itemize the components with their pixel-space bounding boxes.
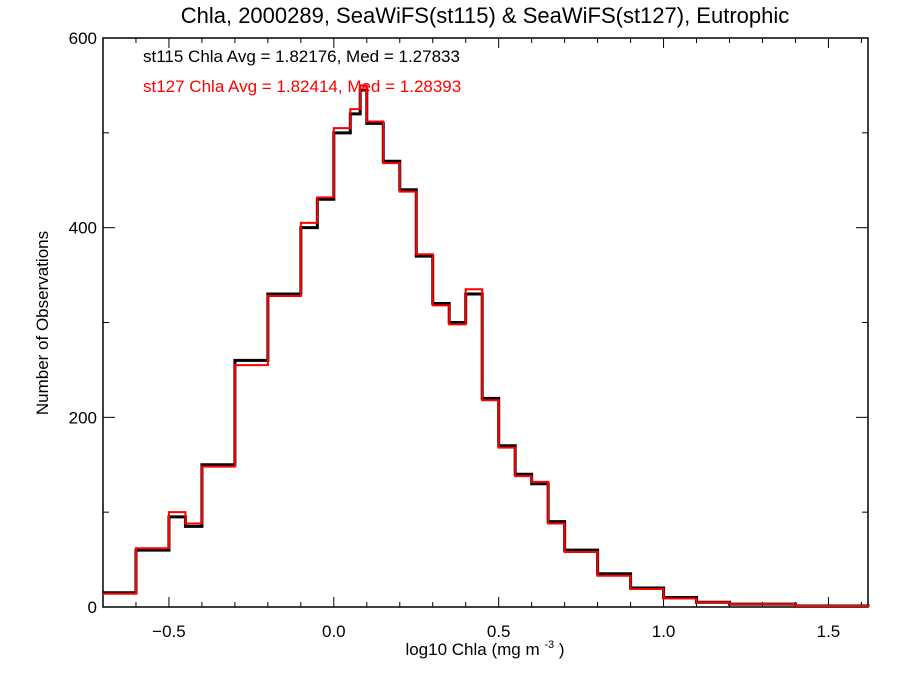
series-st127-step bbox=[103, 84, 869, 608]
chart-title: Chla, 2000289, SeaWiFS(st115) & SeaWiFS(… bbox=[181, 3, 790, 28]
plot-frame bbox=[102, 37, 869, 608]
annotation-st115: st115 Chla Avg = 1.82176, Med = 1.27833 bbox=[143, 47, 460, 66]
y-axis-label: Number of Observations bbox=[33, 231, 52, 415]
x-tick-label: 1.0 bbox=[652, 622, 676, 641]
x-tick-label: 1.5 bbox=[817, 622, 841, 641]
series-layer bbox=[103, 84, 870, 608]
series-st115-step bbox=[103, 88, 870, 608]
x-axis-label-main: log10 Chla (mg m bbox=[405, 640, 539, 659]
y-axis-ticks: 0 200 400 600 bbox=[69, 29, 868, 617]
y-tick-label: 600 bbox=[69, 29, 97, 48]
y-tick-label: 400 bbox=[69, 219, 97, 238]
x-axis-label-tail: ) bbox=[559, 640, 565, 659]
y-tick-label: 200 bbox=[69, 408, 97, 427]
x-tick-label: 0.0 bbox=[322, 622, 346, 641]
x-axis-ticks: −0.5 0.0 0.5 1.0 1.5 bbox=[135, 38, 862, 641]
x-tick-label: 0.5 bbox=[487, 622, 511, 641]
y-tick-label: 0 bbox=[88, 598, 97, 617]
x-axis-label: log10 Chla (mg m -3 ) bbox=[405, 633, 564, 659]
annotation-st127: st127 Chla Avg = 1.82414, Med = 1.28393 bbox=[143, 77, 461, 96]
x-tick-label: −0.5 bbox=[152, 622, 186, 641]
x-axis-label-sup: -3 bbox=[544, 639, 554, 651]
